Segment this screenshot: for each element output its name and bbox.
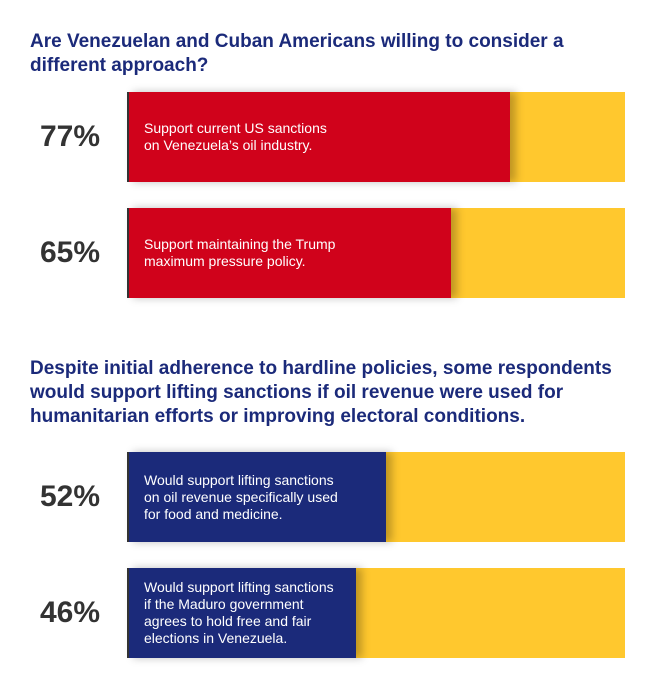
value-label: 77% <box>39 120 101 153</box>
bar-track: Support current US sanctions on Venezuel… <box>127 92 625 182</box>
chart-title: Despite initial adherence to hardline po… <box>30 358 612 427</box>
bar-track: Would support lifting sanctions if the M… <box>127 568 625 658</box>
bar-label: Would support lifting sanctions on oil r… <box>144 471 338 522</box>
bar-label: Support current US sanctions on Venezuel… <box>144 120 327 153</box>
bar-track: Support maintaining the Trump maximum pr… <box>127 208 625 298</box>
value-label: 65% <box>39 236 101 269</box>
bar: Support maintaining the Trump maximum pr… <box>127 208 451 298</box>
bar-label: Support maintaining the Trump maximum pr… <box>144 236 336 269</box>
bar: Would support lifting sanctions if the M… <box>127 568 357 658</box>
bar-track: Would support lifting sanctions on oil r… <box>127 452 625 542</box>
bar: Support current US sanctions on Venezuel… <box>127 92 511 182</box>
value-label: 46% <box>39 596 101 629</box>
value-label: 52% <box>39 480 101 513</box>
chart-title: Are Venezuelan and Cuban Americans willi… <box>30 31 564 76</box>
bar: Would support lifting sanctions on oil r… <box>127 452 386 542</box>
bar-label: Would support lifting sanctions if the M… <box>144 579 334 646</box>
